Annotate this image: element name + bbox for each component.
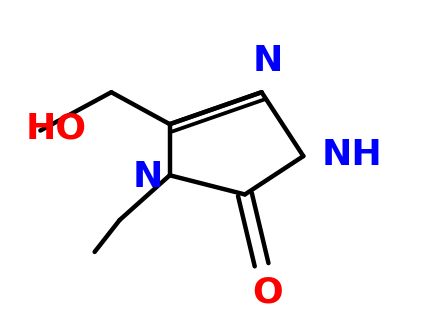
Text: NH: NH	[322, 137, 383, 172]
Text: N: N	[133, 160, 164, 194]
Text: HO: HO	[26, 112, 87, 146]
Text: N: N	[253, 44, 283, 78]
Text: O: O	[253, 276, 283, 310]
